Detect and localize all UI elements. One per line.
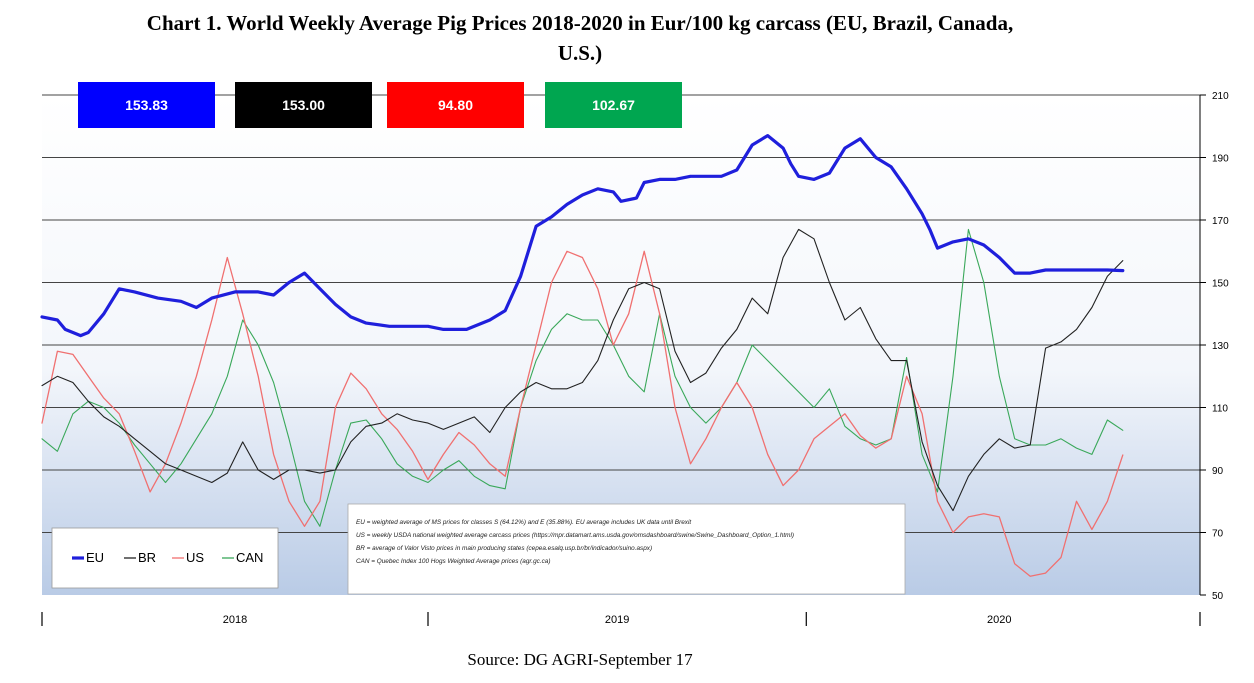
value-box-br: 153.00 xyxy=(235,82,372,128)
y-tick-label-190: 190 xyxy=(1212,154,1229,165)
legend-label-us: US xyxy=(186,550,204,565)
value-box-eu: 153.83 xyxy=(78,82,215,128)
value-box-bg-br xyxy=(235,82,372,128)
value-box-bg-eu xyxy=(78,82,215,128)
legend-box xyxy=(51,527,279,589)
x-label-2018: 2018 xyxy=(223,614,247,626)
chart-title-line-1: Chart 1. World Weekly Average Pig Prices… xyxy=(146,11,1014,35)
value-box-label-us: 94.80 xyxy=(438,97,473,113)
legend-label-br: BR xyxy=(138,550,156,565)
note-line-2: BR = average of Valor Visto prices in ma… xyxy=(356,545,652,552)
chart-title: Chart 1. World Weekly Average Pig Prices… xyxy=(0,8,1160,68)
value-box-label-br: 153.00 xyxy=(282,97,325,113)
legend-label-eu: EU xyxy=(86,550,104,565)
y-tick-label-150: 150 xyxy=(1212,279,1229,290)
y-tick-label-110: 110 xyxy=(1212,404,1228,415)
value-box-us: 94.80 xyxy=(387,82,524,128)
chart-title-line-2: U.S.) xyxy=(557,41,603,65)
value-box-label-can: 102.67 xyxy=(592,97,635,113)
series-line-can xyxy=(41,228,1124,527)
series-line-eu xyxy=(40,134,1125,338)
value-box-label-eu: 153.83 xyxy=(125,97,168,113)
note-line-1: US = weekly USDA national weighted avera… xyxy=(356,532,794,539)
note-line-0: EU = weighted average of MS prices for c… xyxy=(356,519,691,526)
notes-box xyxy=(347,503,906,595)
source-note: Source: DG AGRI-September 17 xyxy=(467,650,693,669)
value-box-bg-us xyxy=(387,82,524,128)
y-tick-label-50: 50 xyxy=(1212,591,1224,602)
y-tick-label-90: 90 xyxy=(1212,466,1224,477)
value-box-can: 102.67 xyxy=(545,82,682,128)
y-tick-label-70: 70 xyxy=(1212,529,1224,540)
value-box-bg-can xyxy=(545,82,682,128)
y-tick-label-130: 130 xyxy=(1212,341,1229,352)
x-label-2019: 2019 xyxy=(605,614,629,626)
legend-label-can: CAN xyxy=(236,550,263,565)
x-label-2020: 2020 xyxy=(987,614,1011,626)
series-line-us xyxy=(41,250,1124,577)
note-line-3: CAN = Quebec Index 100 Hogs Weighted Ave… xyxy=(356,558,551,565)
series-line-br xyxy=(41,228,1124,512)
y-tick-label-210: 210 xyxy=(1212,91,1229,102)
y-tick-label-170: 170 xyxy=(1212,216,1229,227)
